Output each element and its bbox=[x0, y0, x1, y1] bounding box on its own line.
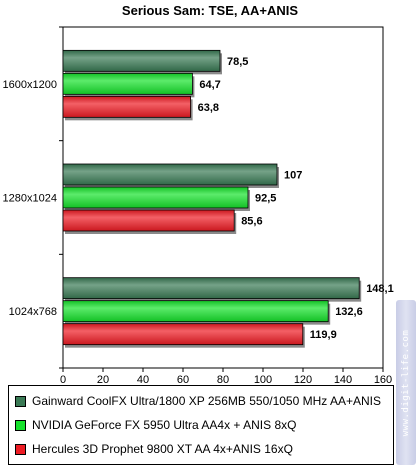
x-tick-label: 160 bbox=[374, 374, 392, 385]
data-label: 85,6 bbox=[241, 216, 262, 228]
x-tick-label: 20 bbox=[97, 374, 109, 385]
watermark: www.digit-life.com bbox=[396, 300, 416, 465]
bar bbox=[62, 49, 221, 72]
legend-swatch bbox=[15, 443, 26, 455]
chart-title: Serious Sam: TSE, AA+ANIS bbox=[121, 3, 299, 18]
bar bbox=[62, 300, 329, 323]
bar bbox=[62, 209, 235, 232]
chart-legend: Gainward CoolFX Ultra/1800 XP 256MB 550/… bbox=[8, 385, 394, 465]
bar bbox=[62, 186, 249, 209]
x-tick-label: 0 bbox=[60, 374, 66, 385]
chart-plot: 0 20 40 60 80 100 120 140 160 1600x1200 78,5 64,7 63… bbox=[3, 26, 394, 386]
legend-swatch bbox=[15, 419, 26, 431]
data-label: 148,1 bbox=[366, 283, 394, 295]
legend-label: Gainward CoolFX Ultra/1800 XP 256MB 550/… bbox=[32, 394, 381, 408]
category-label: 1600x1200 bbox=[3, 79, 57, 91]
x-tick-label: 140 bbox=[334, 374, 352, 385]
data-label: 132,6 bbox=[335, 306, 363, 318]
data-label: 107 bbox=[284, 170, 302, 182]
bar bbox=[62, 95, 191, 118]
x-tick-label: 100 bbox=[254, 374, 272, 385]
bar bbox=[62, 323, 304, 346]
data-label: 64,7 bbox=[199, 79, 220, 91]
x-tick-label: 120 bbox=[294, 374, 312, 385]
x-tick-label: 60 bbox=[177, 374, 189, 385]
legend-swatch bbox=[15, 395, 26, 407]
bar bbox=[62, 72, 193, 95]
data-label: 78,5 bbox=[227, 56, 248, 68]
legend-label: NVIDIA GeForce FX 5950 Ultra AA4x + ANIS… bbox=[32, 418, 297, 432]
data-label: 63,8 bbox=[198, 102, 219, 114]
category-label: 1280x1024 bbox=[3, 193, 57, 205]
bar bbox=[62, 163, 278, 186]
legend-item: Hercules 3D Prophet 9800 XT AA 4x+ANIS 1… bbox=[15, 440, 293, 458]
data-label: 92,5 bbox=[255, 193, 276, 205]
legend-label: Hercules 3D Prophet 9800 XT AA 4x+ANIS 1… bbox=[32, 442, 293, 456]
x-tick-label: 40 bbox=[137, 374, 149, 385]
category-label: 1024x768 bbox=[9, 306, 57, 318]
legend-item: NVIDIA GeForce FX 5950 Ultra AA4x + ANIS… bbox=[15, 416, 296, 434]
watermark-text: www.digit-life.com bbox=[401, 329, 411, 436]
data-label: 119,9 bbox=[310, 329, 337, 341]
legend-item: Gainward CoolFX Ultra/1800 XP 256MB 550/… bbox=[15, 392, 381, 410]
x-tick-label: 80 bbox=[217, 374, 229, 385]
bar bbox=[62, 277, 360, 300]
